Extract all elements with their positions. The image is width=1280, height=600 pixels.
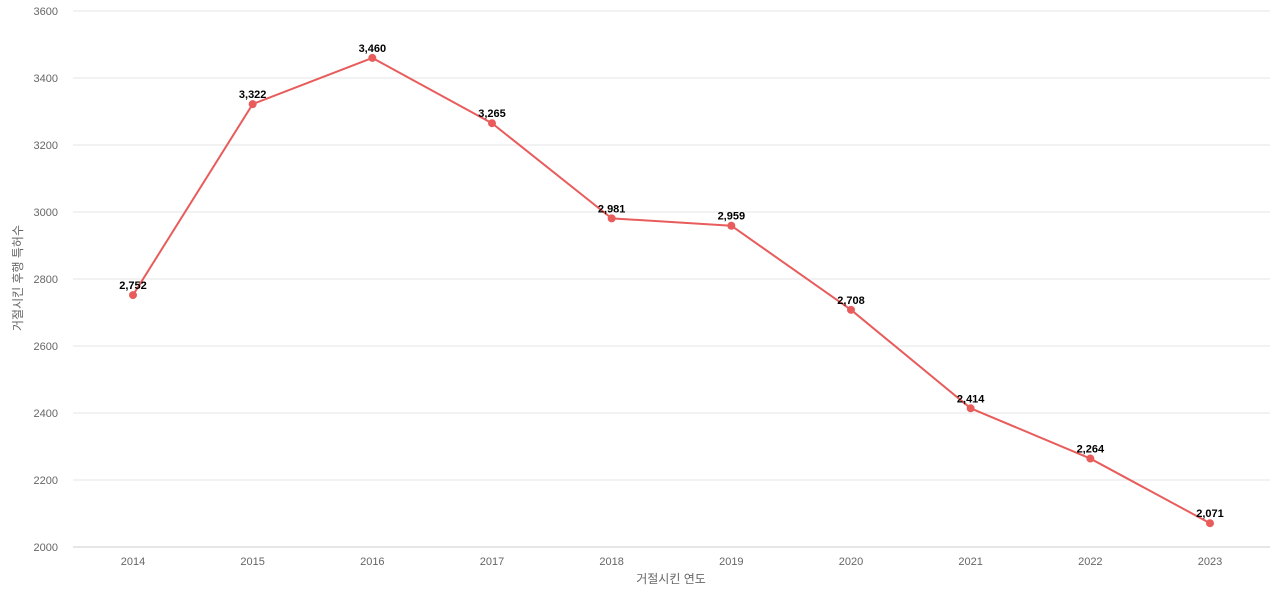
x-axis-title: 거절시킨 연도: [636, 572, 706, 586]
y-tick-label: 3200: [34, 140, 58, 152]
x-tick-label: 2023: [1198, 556, 1222, 568]
y-tick-label: 3400: [34, 73, 58, 85]
y-tick-label: 2000: [34, 542, 58, 554]
data-point[interactable]: [607, 214, 616, 223]
data-point[interactable]: [368, 53, 377, 62]
y-tick-label: 3000: [34, 207, 58, 219]
data-label: 3,265: [478, 108, 506, 120]
data-point[interactable]: [847, 305, 855, 314]
y-tick-label: 2400: [34, 408, 58, 420]
data-point[interactable]: [1206, 519, 1214, 528]
x-tick-label: 2014: [121, 556, 145, 568]
x-tick-labels: 2014 2015 2016 2017 2018 2019 2020 2021 2022 2023: [121, 556, 1222, 568]
data-label: 2,981: [598, 203, 626, 215]
y-tick-label: 2800: [34, 274, 58, 286]
data-label: 2,071: [1196, 508, 1224, 520]
data-point[interactable]: [248, 100, 257, 109]
x-tick-label: 2019: [719, 556, 743, 568]
data-labels: 2,752 3,322 3,460 3,265 2,981 2,959 2,708 2,414…: [119, 43, 1224, 520]
x-tick-label: 2016: [360, 556, 384, 568]
y-tick-label: 2600: [34, 341, 58, 353]
x-tick-label: 2017: [480, 556, 504, 568]
data-point[interactable]: [1086, 454, 1095, 463]
y-axis-title: 거절시킨 후행 특허수: [10, 225, 25, 331]
data-label: 2,414: [957, 393, 985, 405]
data-point[interactable]: [129, 291, 137, 300]
grid-layer: [73, 10, 1270, 548]
y-tick-label: 3600: [34, 6, 58, 18]
data-point[interactable]: [966, 404, 975, 413]
data-label: 2,959: [718, 211, 746, 223]
data-label: 2,708: [837, 295, 865, 307]
data-label: 3,460: [359, 43, 387, 55]
x-tick-label: 2015: [240, 556, 264, 568]
data-label: 2,264: [1077, 444, 1105, 456]
series-layer: [132, 56, 1211, 525]
y-tick-label: 2200: [34, 475, 58, 487]
x-tick-label: 2020: [839, 556, 863, 568]
data-label: 2,752: [119, 280, 147, 292]
x-tick-label: 2018: [599, 556, 623, 568]
data-label: 3,322: [239, 89, 267, 101]
data-point[interactable]: [488, 119, 496, 128]
x-tick-label: 2022: [1078, 556, 1102, 568]
data-point[interactable]: [727, 221, 736, 230]
y-tick-labels: 2000 2200 2400 2600 2800 3000 3200 3400 3600: [34, 6, 58, 554]
points-layer: [129, 53, 1214, 528]
x-tick-label: 2021: [958, 556, 982, 568]
series-line: [132, 56, 1211, 525]
